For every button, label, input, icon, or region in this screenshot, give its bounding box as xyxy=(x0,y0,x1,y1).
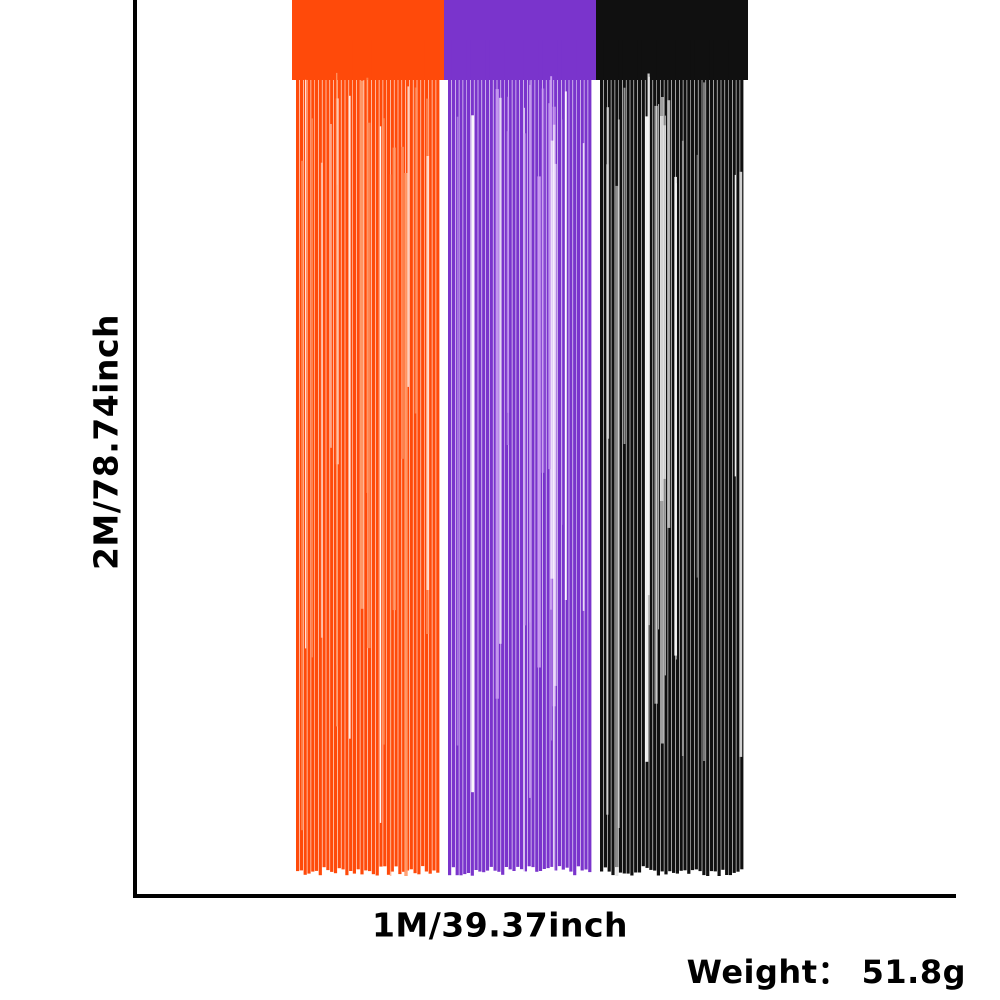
width-dimension-label: 1M/39.37inch xyxy=(371,905,629,945)
curtain-panel-black xyxy=(596,0,748,876)
height-axis-line xyxy=(133,0,137,898)
height-dimension-label: 2M/78.74inch xyxy=(86,313,126,571)
foil-fringe-curtain xyxy=(292,0,748,876)
weight-label: Weight： 51.8g xyxy=(686,953,966,991)
width-axis-line xyxy=(133,894,956,898)
curtain-panel-purple xyxy=(444,0,597,876)
curtain-panel-orange xyxy=(292,0,445,876)
curtain-image xyxy=(292,0,748,876)
